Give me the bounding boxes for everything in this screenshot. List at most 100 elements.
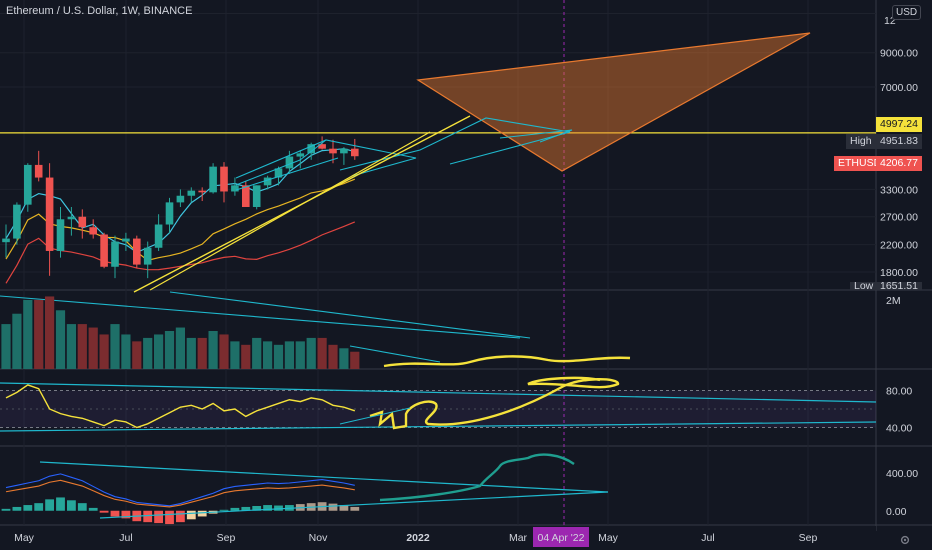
candle-body: [13, 204, 21, 239]
time-axis-label: Mar: [509, 532, 528, 544]
candle-body: [111, 241, 119, 267]
candle-body: [220, 166, 228, 192]
freehand-drawing: [379, 453, 575, 502]
macd-histogram-bar: [154, 510, 163, 524]
time-axis-label: May: [14, 532, 35, 544]
macd-line: [5, 473, 355, 507]
macd-histogram-bar: [99, 510, 109, 513]
macd-histogram-bar: [176, 510, 185, 523]
rsi-trendline: [339, 407, 411, 425]
volume-bar: [273, 344, 284, 369]
macd-histogram-bar: [197, 510, 207, 517]
time-axis-label: Sep: [799, 532, 818, 544]
volume-bar: [154, 334, 164, 369]
macd-histogram-bar: [339, 505, 349, 511]
price-tick-label: 2700.00: [880, 212, 918, 224]
candle-body: [89, 227, 97, 235]
volume-bar: [241, 344, 251, 369]
moving-average-fast: [5, 148, 355, 253]
macd-histogram-bar: [165, 510, 174, 525]
candle-body: [209, 166, 217, 193]
crosshair-time-tag: [533, 527, 589, 547]
macd-histogram-bar: [350, 506, 360, 511]
rsi-trendline: [0, 421, 877, 432]
low-label: Low: [850, 282, 878, 290]
macd-histogram-bar: [328, 503, 338, 511]
candle-body: [263, 177, 272, 186]
macd-histogram-bar: [45, 499, 54, 511]
macd-histogram-bar: [77, 503, 87, 511]
macd-histogram-bar: [1, 508, 11, 511]
candle-body: [143, 247, 152, 265]
volume-bar: [88, 327, 98, 369]
macd-histogram-bar: [230, 507, 240, 511]
volume-bar: [12, 313, 22, 369]
candle-body: [122, 238, 130, 242]
candle-body: [296, 153, 305, 157]
high-value-tag: 4951.83: [876, 134, 922, 149]
price-tick-label: 12: [884, 15, 896, 27]
volume-bar: [175, 327, 185, 369]
candle-body: [351, 148, 359, 157]
volume-bar: [252, 337, 262, 369]
volume-bar: [295, 341, 305, 369]
volume-trendline: [169, 291, 531, 339]
macd-signal-line: [5, 479, 355, 508]
settings-icon[interactable]: [899, 534, 911, 546]
macd-histogram-bar: [23, 505, 33, 511]
volume-bar: [110, 324, 120, 369]
volume-bar: [339, 348, 349, 369]
projection-channel: [499, 129, 573, 143]
macd-histogram-bar: [67, 500, 76, 511]
time-axis-label: Sep: [217, 532, 236, 544]
time-axis-background: [0, 526, 876, 550]
volume-bar: [208, 331, 218, 369]
candle-body: [100, 234, 108, 267]
volume-bar: [230, 341, 240, 369]
macd-histogram-bar: [110, 510, 120, 517]
currency-unit-button[interactable]: USD: [892, 5, 922, 20]
macd-histogram-bar: [34, 503, 44, 511]
rsi-tick-label: 40.00: [886, 423, 912, 435]
macd-histogram-bar: [121, 510, 131, 519]
rsi-tick-label: 80.00: [886, 386, 912, 398]
macd-histogram-bar: [143, 510, 153, 523]
price-tick-label: 9000.00: [880, 48, 918, 60]
volume-bar: [45, 296, 55, 369]
macd-tick-label: 0.00: [886, 506, 907, 518]
candle-body: [154, 224, 163, 248]
freehand-drawing: [369, 376, 620, 430]
volume-bar: [132, 341, 142, 369]
candle-body: [242, 185, 250, 207]
high-label: High: [846, 134, 876, 149]
candle-body: [274, 168, 283, 178]
rsi-trendline: [0, 382, 877, 403]
chart-title: Ethereum / U.S. Dollar, 1W, BINANCE: [6, 5, 193, 17]
candle-body: [56, 219, 65, 251]
candle-body: [176, 195, 185, 203]
volume-bar: [328, 344, 338, 369]
volume-bar: [77, 324, 87, 369]
macd-histogram-bar: [186, 510, 196, 520]
channel-trendline: [235, 139, 417, 179]
symbol-tag: ETHUSD: [834, 156, 886, 171]
macd-trendline: [39, 461, 609, 493]
volume-bar: [317, 337, 327, 369]
volume-bar: [263, 341, 273, 369]
candle-body: [67, 216, 76, 220]
channel-trendline: [235, 157, 339, 191]
candle-body: [34, 164, 43, 178]
candles-group: [2, 136, 359, 279]
macd-histogram-bar: [56, 497, 65, 511]
candle-body: [318, 144, 326, 149]
price-tick-label: 1800.00: [880, 267, 918, 279]
time-axis-label: 2022: [406, 532, 430, 544]
low-value-tag: 1651.51: [876, 282, 922, 290]
candle-body: [165, 202, 174, 225]
volume-bar: [284, 341, 294, 369]
channel-trendline: [235, 139, 327, 186]
macd-histogram-bar: [252, 506, 262, 511]
horizontal-level-tag: 4997.24: [876, 117, 922, 132]
time-axis-label: Jul: [119, 532, 132, 544]
